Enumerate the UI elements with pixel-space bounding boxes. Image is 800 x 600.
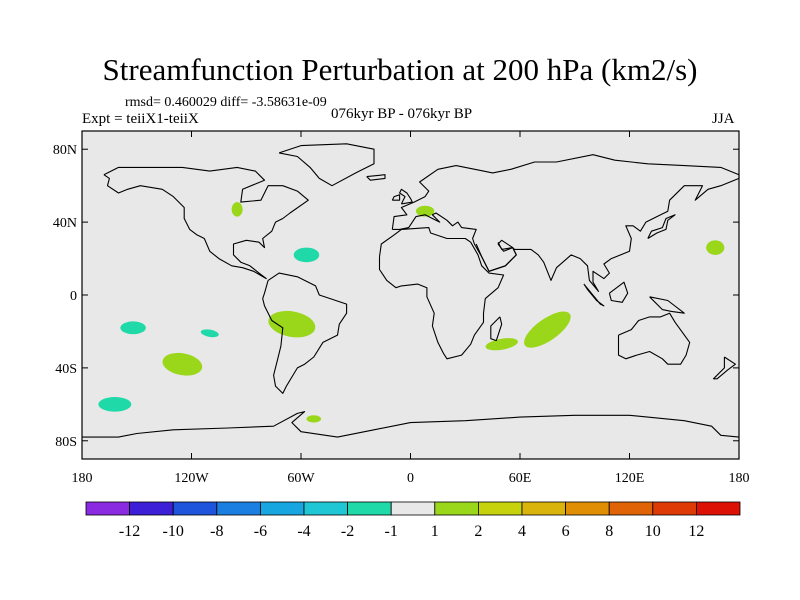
lon-label: 180	[729, 471, 750, 486]
page-title: Streamfunction Perturbation at 200 hPa (…	[102, 52, 698, 87]
colorbar-box	[390, 501, 436, 516]
anomaly-blob-3	[293, 247, 320, 263]
experiment-label: Expt = teiiX1-teiiX	[82, 111, 199, 127]
colorbar-box	[216, 501, 261, 516]
coast-ireland	[391, 194, 401, 201]
colorbar-box	[696, 501, 741, 516]
anomaly-blob-8	[162, 352, 203, 376]
period-label: 076kyr BP - 076kyr BP	[331, 106, 473, 122]
anomaly-blob-2	[415, 205, 435, 217]
colorbar-label: -2	[341, 523, 354, 540]
axis-ticks: 80N 40N 0 40S 80S 180 120W 60W 0 60E 120E 180	[53, 131, 750, 486]
lon-label: 0	[407, 471, 414, 486]
colorbar-label: -1	[385, 523, 398, 540]
coast-sumatra	[583, 283, 605, 307]
anomaly-blob-11	[524, 311, 571, 348]
coast-africa	[378, 227, 505, 360]
lon-label: 120E	[615, 471, 645, 486]
anomaly-blob-1	[231, 202, 243, 217]
colorbar-label: 2	[474, 523, 482, 540]
stats-line: rmsd= 0.460029 diff= -3.58631e-09	[125, 95, 327, 110]
colorbar-box	[565, 501, 610, 516]
colorbar-box	[259, 501, 305, 516]
coast-arabia	[475, 241, 517, 272]
colorbar-box	[521, 501, 566, 516]
anomaly-layer	[98, 202, 725, 423]
colorbar-box	[477, 501, 523, 516]
anomaly-blob-4	[706, 240, 725, 255]
coast-europe-asia	[391, 154, 740, 292]
colorbar-label: 10	[645, 523, 661, 540]
coast-uk	[399, 188, 413, 205]
colorbar-box	[608, 501, 654, 516]
coast-antarctica	[82, 411, 740, 438]
anomaly-blob-9	[98, 397, 132, 412]
lat-label: 40S	[55, 362, 77, 377]
colorbar-label: 12	[688, 523, 704, 540]
colorbar-label: -12	[119, 523, 140, 540]
coastlines	[82, 143, 740, 438]
coast-new-guinea	[649, 296, 685, 314]
colorbar-box	[434, 501, 479, 516]
colorbar: -12 -10 -8 -6 -4 -2 -1 1 2 4 6 8 10 12	[85, 501, 741, 540]
colorbar-box	[172, 501, 218, 516]
coast-australia	[617, 312, 691, 365]
coast-madagascar	[490, 316, 503, 342]
season-label: JJA	[712, 111, 735, 127]
lon-label: 60W	[287, 471, 315, 486]
colorbar-box	[347, 501, 392, 516]
lon-label: 60E	[509, 471, 532, 486]
anomaly-blob-10	[306, 415, 322, 423]
coast-iceland	[366, 174, 386, 181]
anomaly-blob-7	[268, 310, 316, 338]
colorbar-box	[652, 501, 697, 516]
coast-borneo	[608, 281, 629, 303]
colorbar-label: 8	[605, 523, 613, 540]
lon-label: 120W	[174, 471, 209, 486]
colorbar-box	[303, 501, 348, 516]
colorbar-label: 1	[431, 523, 439, 540]
colorbar-label: 4	[518, 523, 526, 540]
anomaly-blob-12	[485, 338, 518, 351]
colorbar-label: -8	[210, 523, 223, 540]
colorbar-label: 6	[562, 523, 570, 540]
map-background	[82, 131, 739, 459]
lat-label: 0	[70, 289, 77, 304]
colorbar-label: -4	[297, 523, 310, 540]
anomaly-blob-6	[200, 329, 219, 338]
colorbar-box	[85, 501, 130, 516]
lat-label: 40N	[53, 216, 77, 231]
coast-south-america	[262, 272, 348, 394]
lat-label: 80N	[53, 143, 77, 158]
colorbar-label: -6	[254, 523, 267, 540]
coast-north-america	[103, 166, 309, 280]
lon-label: 180	[72, 471, 93, 486]
lat-label: 80S	[55, 435, 77, 450]
colorbar-label: -10	[163, 523, 184, 540]
coast-new-zealand	[712, 356, 736, 380]
coast-greenland	[278, 143, 375, 187]
colorbar-box	[129, 501, 174, 516]
anomaly-blob-5	[120, 321, 146, 335]
coast-japan	[647, 214, 676, 239]
